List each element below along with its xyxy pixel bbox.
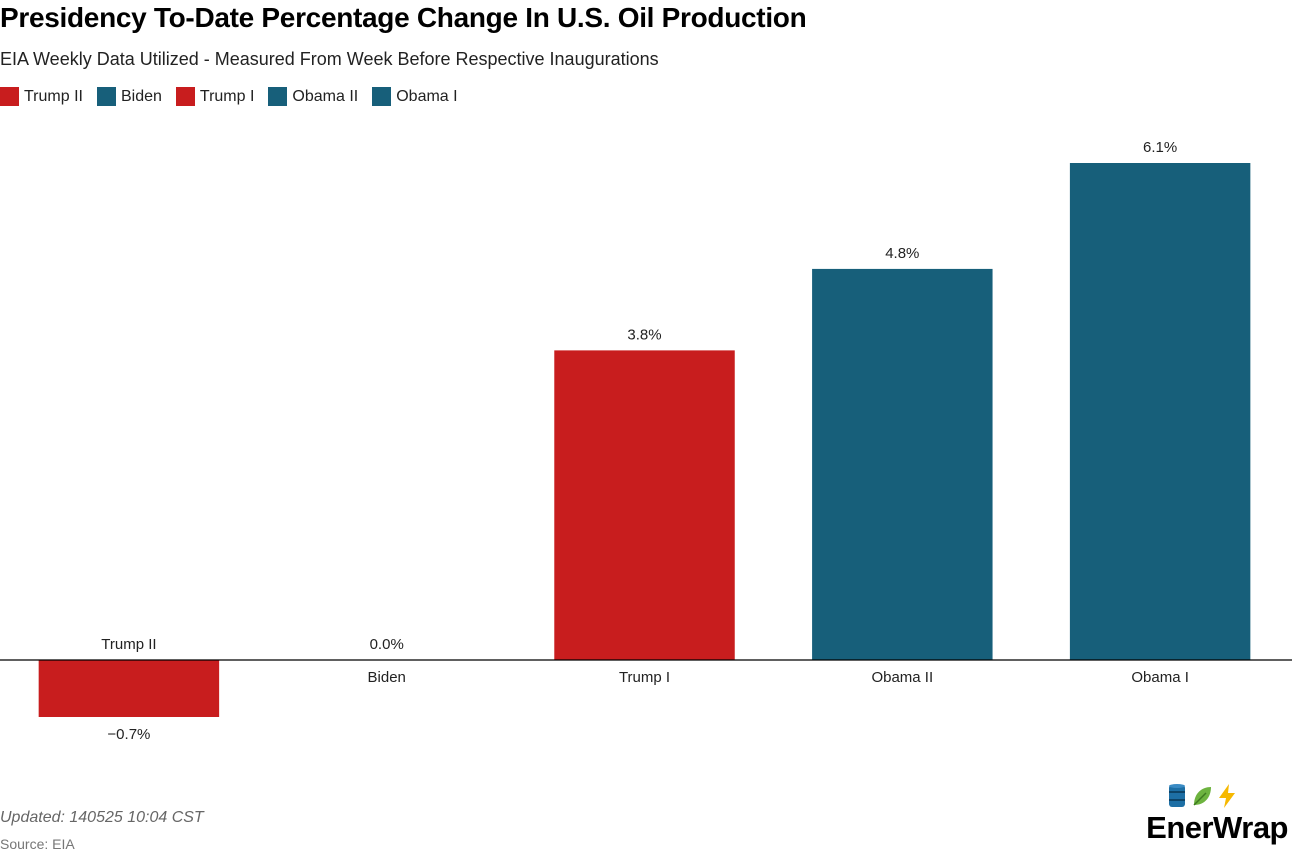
lightning-icon: [1219, 784, 1235, 808]
category-label: Trump II: [101, 636, 156, 653]
chart-subtitle: EIA Weekly Data Utilized - Measured From…: [0, 49, 659, 69]
legend-item: Trump I: [175, 87, 255, 106]
legend-swatch: [175, 87, 195, 106]
category-label: Obama I: [1131, 669, 1189, 686]
oil-barrel-icon: [1169, 784, 1185, 807]
updated-timestamp: Updated: 140525 10:04 CST: [0, 809, 204, 826]
bar-chart: −0.7% Trump II 0.0% Biden 3.8% Trump I 4.8% Oba…: [0, 139, 1292, 743]
legend-item: Trump II: [0, 87, 83, 106]
data-label: 6.1%: [1143, 139, 1177, 156]
legend-swatch: [0, 87, 19, 106]
legend-swatch: [372, 87, 392, 106]
enerwrap-logo: EnerWrap: [1138, 783, 1289, 845]
category-label: Obama II: [871, 669, 933, 686]
legend-item: Obama I: [372, 87, 458, 106]
bar: [812, 268, 993, 660]
legend-label: Trump I: [199, 87, 255, 105]
legend-swatch: [268, 87, 288, 106]
legend-label: Trump II: [24, 87, 83, 105]
logo-text: EnerWrap: [1146, 810, 1288, 845]
data-label: 0.0%: [370, 636, 404, 653]
legend-item: Obama II: [268, 87, 358, 106]
category-label: Biden: [368, 669, 406, 686]
data-label: 3.8%: [627, 326, 661, 343]
legend-label: Obama II: [292, 87, 359, 105]
bar: [554, 350, 735, 660]
legend-item: Biden: [96, 87, 162, 106]
category-label: Trump I: [619, 669, 670, 686]
leaf-icon: [1193, 787, 1211, 806]
source-note: Source: EIA: [0, 836, 75, 852]
chart-legend: Trump II Biden Trump I Obama II Obama I: [0, 87, 472, 106]
legend-label: Biden: [120, 87, 162, 105]
data-label: 4.8%: [885, 245, 919, 262]
bar: [1069, 163, 1251, 660]
chart-title: Presidency To-Date Percentage Change In …: [0, 2, 807, 33]
legend-swatch: [96, 87, 116, 106]
data-label: −0.7%: [107, 726, 150, 743]
logo-icons: [1138, 783, 1238, 811]
legend-label: Obama I: [396, 87, 458, 105]
bar: [38, 659, 220, 717]
